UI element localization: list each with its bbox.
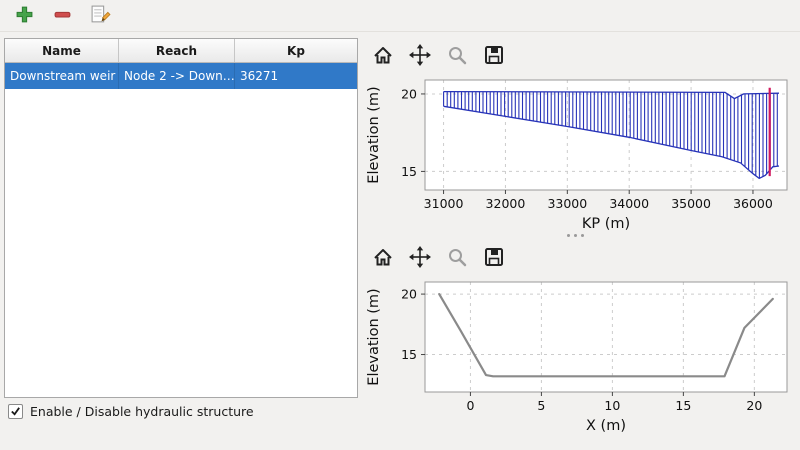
enable-structure-checkbox[interactable]: Enable / Disable hydraulic structure <box>8 404 254 419</box>
svg-text:15: 15 <box>401 347 417 362</box>
edit-icon <box>90 4 111 28</box>
home-icon <box>371 43 395 70</box>
table-row[interactable]: Downstream weir Node 2 -> Down… 36271 <box>5 63 357 89</box>
minus-icon <box>53 5 72 27</box>
save-button[interactable] <box>480 244 508 272</box>
column-header-kp[interactable]: Kp <box>287 43 305 58</box>
svg-text:10: 10 <box>604 398 620 413</box>
add-structure-button[interactable] <box>12 4 36 28</box>
column-header-reach[interactable]: Reach <box>119 39 235 62</box>
home-icon <box>371 245 395 272</box>
pan-button[interactable] <box>406 244 434 272</box>
structures-table: Name Reach Kp Downstream weir Node 2 -> … <box>4 38 358 398</box>
home-button[interactable] <box>369 42 397 70</box>
splitter-dot <box>573 234 577 237</box>
svg-text:36000: 36000 <box>733 196 773 211</box>
save-button[interactable] <box>480 42 508 70</box>
cell-kp: 36271 <box>240 69 279 83</box>
cross-section-chart[interactable]: 0 5 10 15 20 15 20 X (m) Elevation (m) <box>365 276 797 434</box>
zoom-button[interactable] <box>443 244 471 272</box>
svg-text:KP (m): KP (m) <box>582 216 630 232</box>
zoom-button[interactable] <box>443 42 471 70</box>
figure-profile: 31000 32000 33000 34000 35000 36000 15 20 KP (m)… <box>365 38 797 234</box>
plot-toolbar-1 <box>365 38 797 74</box>
svg-text:20: 20 <box>401 86 417 101</box>
pan-icon <box>408 43 432 70</box>
column-header-name[interactable]: Name <box>5 39 119 62</box>
splitter-dot <box>580 234 584 237</box>
checkbox-label: Enable / Disable hydraulic structure <box>30 404 254 419</box>
check-icon <box>11 407 20 416</box>
svg-text:20: 20 <box>746 398 762 413</box>
svg-text:0: 0 <box>466 398 474 413</box>
remove-structure-button[interactable] <box>50 4 74 28</box>
main-toolbar <box>0 0 800 32</box>
pan-icon <box>408 245 432 272</box>
pan-button[interactable] <box>406 42 434 70</box>
svg-text:Elevation (m): Elevation (m) <box>366 288 382 385</box>
svg-text:31000: 31000 <box>424 196 464 211</box>
svg-text:34000: 34000 <box>609 196 649 211</box>
svg-text:32000: 32000 <box>486 196 526 211</box>
profile-chart[interactable]: 31000 32000 33000 34000 35000 36000 15 20 KP (m)… <box>365 74 797 232</box>
save-icon <box>482 245 506 272</box>
svg-text:5: 5 <box>537 398 545 413</box>
svg-text:15: 15 <box>675 398 691 413</box>
zoom-icon <box>445 43 469 70</box>
cell-name: Downstream weir <box>5 63 119 89</box>
plus-icon <box>15 5 34 27</box>
svg-text:33000: 33000 <box>547 196 587 211</box>
svg-text:15: 15 <box>401 164 417 179</box>
home-button[interactable] <box>369 244 397 272</box>
svg-text:X (m): X (m) <box>586 418 626 434</box>
edit-structure-button[interactable] <box>88 4 112 28</box>
save-icon <box>482 43 506 70</box>
plot-toolbar-2 <box>365 240 797 276</box>
table-header: Name Reach Kp <box>5 39 357 63</box>
checkbox-box[interactable] <box>8 404 23 419</box>
svg-text:Elevation (m): Elevation (m) <box>366 86 382 183</box>
figure-cross-section: 0 5 10 15 20 15 20 X (m) Elevation (m) <box>365 240 797 436</box>
splitter-dot <box>566 234 570 237</box>
cell-reach: Node 2 -> Down… <box>119 63 235 89</box>
zoom-icon <box>445 245 469 272</box>
svg-text:35000: 35000 <box>671 196 711 211</box>
splitter-handle[interactable] <box>545 232 605 239</box>
svg-text:20: 20 <box>401 287 417 302</box>
